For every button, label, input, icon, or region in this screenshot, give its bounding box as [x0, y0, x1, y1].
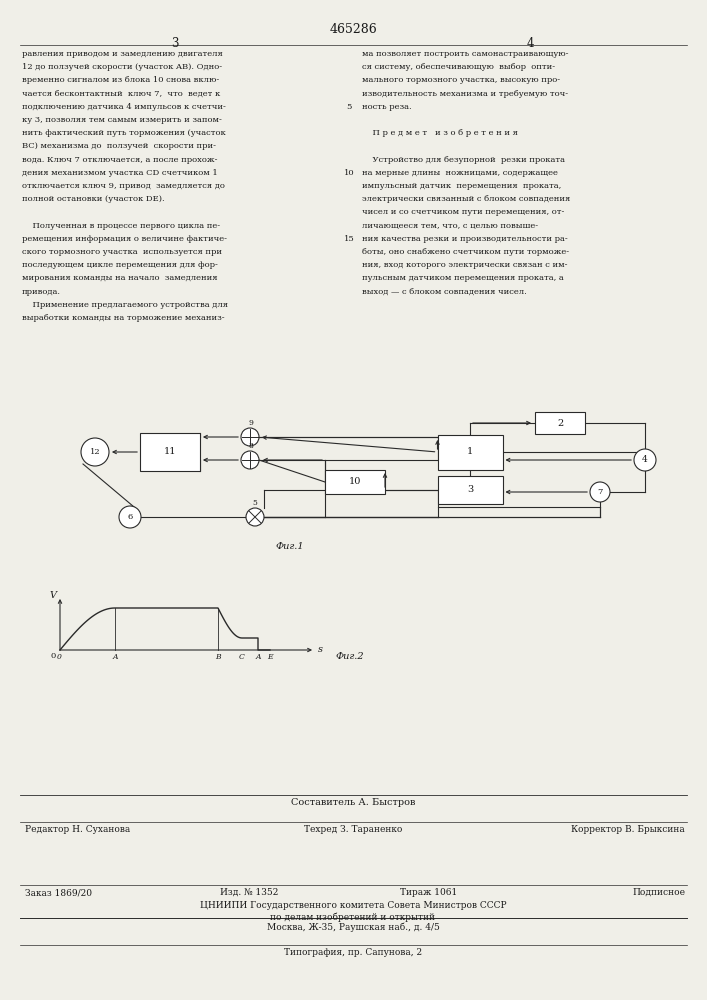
Text: E: E	[267, 653, 273, 661]
Text: Техред З. Тараненко: Техред З. Тараненко	[304, 825, 402, 834]
Text: Изд. № 1352: Изд. № 1352	[220, 888, 279, 897]
Bar	[438, 476, 503, 504]
Text: Применение предлагаемого устройства для: Применение предлагаемого устройства для	[22, 301, 228, 309]
Text: 8: 8	[249, 442, 253, 450]
Text: V: V	[49, 591, 57, 600]
Text: BC) механизма до  ползучей  скорости при-: BC) механизма до ползучей скорости при-	[22, 142, 216, 150]
Bar	[140, 433, 200, 471]
Text: чается бесконтактный  ключ 7,  что  ведет к: чается бесконтактный ключ 7, что ведет к	[22, 90, 221, 98]
Text: Составитель А. Быстров: Составитель А. Быстров	[291, 798, 415, 807]
Text: Фиг.2: Фиг.2	[335, 652, 363, 661]
Text: ма позволяет построить самонастраивающую-: ма позволяет построить самонастраивающую…	[362, 50, 568, 58]
Text: импульсный датчик  перемещения  проката,: импульсный датчик перемещения проката,	[362, 182, 561, 190]
Text: отключается ключ 9, привод  замедляется до: отключается ключ 9, привод замедляется д…	[22, 182, 225, 190]
Text: нить фактический путь торможения (участок: нить фактический путь торможения (участо…	[22, 129, 226, 137]
Text: 3: 3	[467, 486, 473, 494]
Text: временно сигналом из блока 10 снова вклю-: временно сигналом из блока 10 снова вклю…	[22, 76, 219, 84]
Circle shape	[241, 428, 259, 446]
Text: 4: 4	[526, 37, 534, 50]
Text: полной остановки (участок DE).: полной остановки (участок DE).	[22, 195, 165, 203]
Text: электрически связанный с блоком совпадения: электрически связанный с блоком совпаден…	[362, 195, 571, 203]
Text: 3: 3	[171, 37, 179, 50]
Text: 465286: 465286	[329, 23, 377, 36]
Text: C: C	[239, 653, 245, 661]
Text: Тираж 1061: Тираж 1061	[400, 888, 457, 897]
Text: П р е д м е т   и з о б р е т е н и я: П р е д м е т и з о б р е т е н и я	[362, 129, 518, 137]
Text: подключению датчика 4 импульсов к счетчи-: подключению датчика 4 импульсов к счетчи…	[22, 103, 226, 111]
Text: привода.: привода.	[22, 288, 61, 296]
Text: 5: 5	[346, 103, 351, 111]
Text: 2: 2	[557, 418, 563, 428]
Text: на мерные длины  ножницами, содержащее: на мерные длины ножницами, содержащее	[362, 169, 558, 177]
Text: 15: 15	[344, 235, 354, 243]
Circle shape	[246, 508, 264, 526]
Circle shape	[590, 482, 610, 502]
Text: равления приводом и замедлению двигателя: равления приводом и замедлению двигателя	[22, 50, 223, 58]
Text: 1: 1	[467, 448, 473, 456]
Text: ность реза.: ность реза.	[362, 103, 411, 111]
Text: Типография, пр. Сапунова, 2: Типография, пр. Сапунова, 2	[284, 948, 422, 957]
Text: 0: 0	[50, 652, 56, 660]
Text: 12 до ползучей скорости (участок AB). Одно-: 12 до ползучей скорости (участок AB). Од…	[22, 63, 222, 71]
Text: по делам изобретений и открытий: по делам изобретений и открытий	[271, 912, 436, 922]
Text: ния качества резки и производительности ра-: ния качества резки и производительности …	[362, 235, 568, 243]
Text: 12: 12	[90, 448, 100, 456]
Text: изводительность механизма и требуемую точ-: изводительность механизма и требуемую то…	[362, 90, 568, 98]
Text: ния, вход которого электрически связан с им-: ния, вход которого электрически связан с…	[362, 261, 568, 269]
Circle shape	[634, 449, 656, 471]
Text: 9: 9	[249, 419, 253, 427]
Text: A: A	[255, 653, 261, 661]
Text: Корректор В. Брыксина: Корректор В. Брыксина	[571, 825, 685, 834]
Text: выработки команды на торможение механиз-: выработки команды на торможение механиз-	[22, 314, 225, 322]
Text: 5: 5	[252, 499, 257, 507]
Text: Редактор Н. Суханова: Редактор Н. Суханова	[25, 825, 130, 834]
Bar	[535, 412, 585, 434]
Text: дения механизмом участка CD счетчиком 1: дения механизмом участка CD счетчиком 1	[22, 169, 218, 177]
Text: Полученная в процессе первого цикла пе-: Полученная в процессе первого цикла пе-	[22, 222, 220, 230]
Text: Фиг.1: Фиг.1	[276, 542, 304, 551]
Text: последующем цикле перемещения для фор-: последующем цикле перемещения для фор-	[22, 261, 218, 269]
Text: Москва, Ж-35, Раушская наб., д. 4/5: Москва, Ж-35, Раушская наб., д. 4/5	[267, 923, 440, 932]
Text: боты, оно снабжено счетчиком пути торможе-: боты, оно снабжено счетчиком пути тормож…	[362, 248, 569, 256]
Text: 10: 10	[349, 478, 361, 487]
Text: выход — с блоком совпадения чисел.: выход — с блоком совпадения чисел.	[362, 288, 527, 296]
Text: 7: 7	[597, 488, 602, 496]
Text: 6: 6	[127, 513, 133, 521]
Text: s: s	[318, 646, 323, 654]
Text: мирования команды на начало  замедления: мирования команды на начало замедления	[22, 274, 218, 282]
Text: вода. Ключ 7 отключается, а после прохож-: вода. Ключ 7 отключается, а после прохож…	[22, 156, 218, 164]
Text: пульсным датчиком перемещения проката, а: пульсным датчиком перемещения проката, а	[362, 274, 563, 282]
Text: ЦНИИПИ Государственного комитета Совета Министров СССР: ЦНИИПИ Государственного комитета Совета …	[199, 901, 506, 910]
Text: 11: 11	[164, 448, 176, 456]
Text: 10: 10	[344, 169, 354, 177]
Text: ского тормозного участка  используется при: ского тормозного участка используется пр…	[22, 248, 222, 256]
Text: Заказ 1869/20: Заказ 1869/20	[25, 888, 92, 897]
Circle shape	[119, 506, 141, 528]
Text: Подписное: Подписное	[632, 888, 685, 897]
Bar	[325, 470, 385, 494]
Text: A: A	[112, 653, 118, 661]
Circle shape	[241, 451, 259, 469]
Circle shape	[81, 438, 109, 466]
Text: 0: 0	[57, 653, 62, 661]
Text: 4: 4	[642, 456, 648, 464]
Text: личающееся тем, что, с целью повыше-: личающееся тем, что, с целью повыше-	[362, 222, 538, 230]
Text: ремещения информация о величине фактиче-: ремещения информация о величине фактиче-	[22, 235, 227, 243]
Text: ся систему, обеспечивающую  выбор  опти-: ся систему, обеспечивающую выбор опти-	[362, 63, 555, 71]
Text: мального тормозного участка, высокую про-: мального тормозного участка, высокую про…	[362, 76, 560, 84]
Text: чисел и со счетчиком пути перемещения, от-: чисел и со счетчиком пути перемещения, о…	[362, 208, 564, 216]
Bar	[438, 434, 503, 470]
Text: B: B	[215, 653, 221, 661]
Text: Устройство для безупорной  резки проката: Устройство для безупорной резки проката	[362, 156, 565, 164]
Text: ку 3, позволяя тем самым измерить и запом-: ку 3, позволяя тем самым измерить и запо…	[22, 116, 222, 124]
